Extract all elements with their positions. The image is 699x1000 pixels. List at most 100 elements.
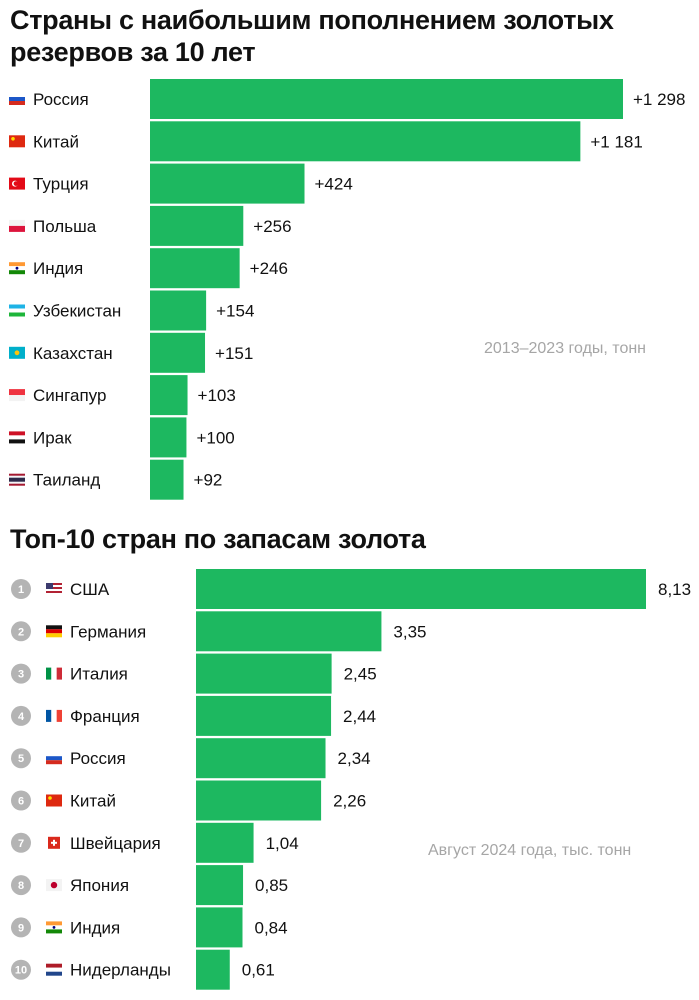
chart2-bar xyxy=(196,695,332,736)
rank-badge xyxy=(11,959,31,980)
chart1-row: Узбекистан +154 xyxy=(9,290,254,331)
chart2-row: 5 Россия 2,34 xyxy=(11,738,371,779)
rank-badge xyxy=(11,875,31,896)
chart1-bar xyxy=(150,332,206,373)
flag-ch-icon xyxy=(48,836,60,849)
rank-badge xyxy=(11,832,31,853)
chart1-category-label: Китай xyxy=(33,132,79,151)
chart2-row: 9 Индия 0,84 xyxy=(11,907,288,948)
flag-it-icon xyxy=(46,667,62,680)
chart2-category-label: Швейцария xyxy=(70,834,161,853)
chart1-bar xyxy=(150,375,188,416)
flag-fr-icon xyxy=(46,709,62,722)
chart1-row: Индия +246 xyxy=(9,248,288,289)
chart2-category-label: Индия xyxy=(70,918,120,937)
flag-de-icon xyxy=(46,625,62,638)
chart2-category-label: Франция xyxy=(70,707,140,726)
chart2-category-label: Китай xyxy=(70,792,116,811)
chart1-value-label: +1 181 xyxy=(590,132,642,151)
chart1-value-label: +256 xyxy=(253,217,291,236)
chart2-value-label: 0,84 xyxy=(254,918,287,937)
chart1-value-label: +1 298 xyxy=(633,90,685,109)
flag-uz-icon xyxy=(9,304,25,317)
chart1-category-label: Сингапур xyxy=(33,386,106,405)
flag-kz-icon xyxy=(9,346,25,359)
chart2-category-label: Россия xyxy=(70,749,126,768)
rank-badge xyxy=(11,790,31,811)
chart1-category-label: Россия xyxy=(33,90,89,109)
rank-number: 1 xyxy=(18,584,24,596)
flag-th-icon xyxy=(9,473,25,486)
chart2-bar xyxy=(196,738,326,779)
chart2-value-label: 8,13 xyxy=(658,580,691,599)
flag-jp-icon xyxy=(46,879,62,892)
chart2-bar xyxy=(196,865,244,906)
chart1-value-label: +246 xyxy=(250,259,288,278)
chart1-value-label: +103 xyxy=(198,386,236,405)
chart2-bar xyxy=(196,949,230,990)
flag-nl-icon xyxy=(46,963,62,976)
rank-number: 8 xyxy=(18,880,24,892)
chart2-bar xyxy=(196,569,646,609)
rank-number: 2 xyxy=(18,626,24,638)
chart2-value-label: 1,04 xyxy=(266,834,299,853)
chart1-value-label: +92 xyxy=(194,471,223,490)
chart2-category-label: Нидерланды xyxy=(70,961,171,980)
chart2-category-label: Германия xyxy=(70,622,146,641)
chart2-row: 8 Япония 0,85 xyxy=(11,865,288,906)
chart1-category-label: Ирак xyxy=(33,428,72,447)
chart1-value-label: +151 xyxy=(215,344,253,363)
chart2-bar xyxy=(196,822,254,863)
chart1-category-label: Польша xyxy=(33,217,97,236)
chart2-bar xyxy=(196,907,243,948)
chart2-value-label: 2,45 xyxy=(344,665,377,684)
chart1-value-label: +154 xyxy=(216,302,254,321)
chart1-bar xyxy=(150,290,207,331)
chart2-row: 2 Германия 3,35 xyxy=(11,611,427,652)
chart2-row: 4 Франция 2,44 xyxy=(11,695,376,736)
chart1-bar xyxy=(150,79,623,119)
chart1-bar xyxy=(150,248,240,289)
flag-ru-icon xyxy=(46,752,62,765)
chart1-row: Казахстан +151 xyxy=(9,332,253,373)
rank-badge xyxy=(11,705,31,726)
rank-number: 10 xyxy=(15,965,27,977)
flag-iq-icon xyxy=(9,431,25,444)
chart1-row: Турция +424 xyxy=(9,163,353,204)
chart1-row: Сингапур +103 xyxy=(9,375,236,416)
chart1-category-label: Таиланд xyxy=(33,471,100,490)
chart2-row: 1 США 8,13 xyxy=(11,569,691,609)
chart1-row: Таиланд +92 xyxy=(9,459,223,500)
flag-sg-icon xyxy=(9,389,25,402)
chart2-category-label: Италия xyxy=(70,665,128,684)
flag-us-icon xyxy=(46,583,62,595)
chart2-bar xyxy=(196,780,322,821)
rank-number: 5 xyxy=(18,753,24,765)
flag-ru-icon xyxy=(9,93,25,105)
chart1-category-label: Индия xyxy=(33,259,83,278)
chart1-row: Россия +1 298 xyxy=(9,79,685,119)
chart2-value-label: 2,44 xyxy=(343,707,376,726)
rank-badge xyxy=(11,917,31,938)
chart1-bar xyxy=(150,459,184,500)
chart1-bar xyxy=(150,163,305,204)
chart1-value-label: +100 xyxy=(196,428,234,447)
chart1-category-label: Узбекистан xyxy=(33,302,121,321)
chart2-title: Топ-10 стран по запасам золота xyxy=(10,524,426,554)
chart2-row: 10 Нидерланды 0,61 xyxy=(11,949,275,990)
flag-in-icon xyxy=(9,262,25,275)
chart2-value-label: 3,35 xyxy=(393,622,426,641)
chart1-bar xyxy=(150,205,244,246)
chart1-bar xyxy=(150,121,581,162)
chart1-row: Китай +1 181 xyxy=(9,121,643,162)
rank-badge xyxy=(11,579,31,599)
rank-number: 9 xyxy=(18,922,24,934)
chart1-bar xyxy=(150,417,187,458)
flag-in-icon xyxy=(46,921,62,934)
flag-cn-icon xyxy=(46,794,62,807)
rank-badge xyxy=(11,621,31,642)
flag-cn-icon xyxy=(9,135,25,148)
chart1-category-label: Казахстан xyxy=(33,344,113,363)
chart2-unit-note: Август 2024 года, тыс. тонн xyxy=(428,842,632,859)
chart1-row: Ирак +100 xyxy=(9,417,235,458)
